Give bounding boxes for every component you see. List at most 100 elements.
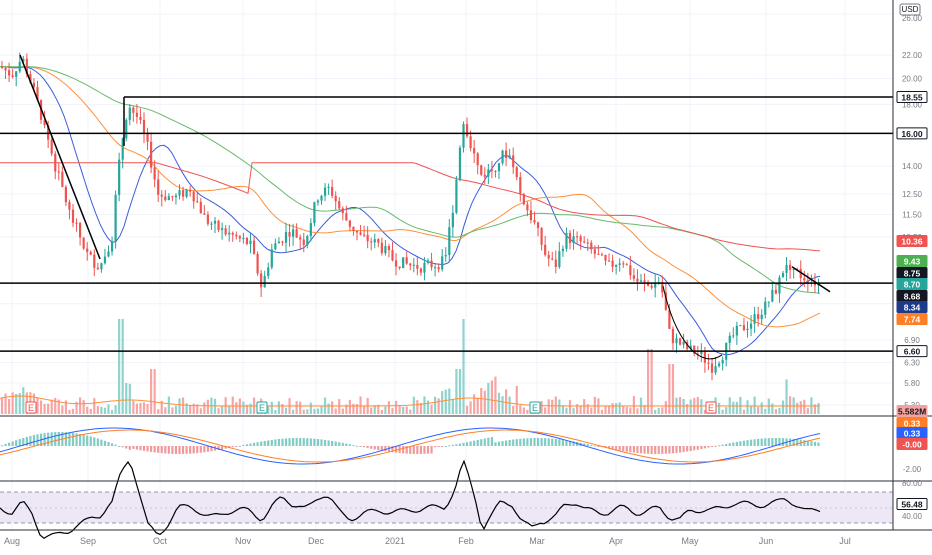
time-tick-label: Dec (308, 536, 325, 546)
volume-bar (50, 399, 53, 414)
macd-histogram-bar (718, 445, 721, 447)
volume-bar (664, 401, 667, 414)
macd-histogram-bar (299, 438, 302, 446)
macd-histogram-bar (0, 445, 4, 447)
volume-bar (235, 402, 238, 414)
horizontal-levels[interactable] (0, 96, 893, 352)
macd-histogram-bar (295, 438, 298, 446)
earnings-marker-label: E (708, 403, 714, 413)
candle-body (355, 230, 359, 233)
volume-bar (796, 402, 799, 414)
volume-bar (274, 409, 277, 414)
candle-body (391, 250, 394, 261)
macd-histogram-bar (68, 432, 71, 446)
volume-bar (174, 405, 178, 414)
candle-body (75, 222, 78, 224)
candle-body (235, 234, 238, 237)
macd-histogram-bar (394, 446, 398, 453)
trend-lines[interactable] (19, 54, 831, 360)
volume-bar (160, 400, 163, 414)
candle-body (764, 301, 767, 315)
macd-histogram-bar (732, 442, 735, 446)
candlesticks[interactable] (0, 52, 820, 381)
volume-bar (764, 408, 767, 414)
macd-histogram-bar (426, 446, 430, 454)
volume-bar (551, 399, 554, 414)
candle-body (228, 232, 231, 235)
macd-histogram-bar (661, 446, 664, 454)
volume-bar (558, 399, 561, 414)
candle-body (572, 236, 575, 243)
volume-bar (657, 407, 660, 414)
volume-bar (114, 405, 117, 414)
macd-histogram-bar (654, 446, 657, 454)
volume-bar (277, 401, 280, 414)
candle-body (398, 266, 401, 269)
volume-bar (125, 382, 128, 414)
price-tick-label: 6.30 (904, 359, 920, 368)
price-badge: 18.55 (896, 91, 928, 104)
macd-histogram-bar (558, 439, 561, 446)
grid-lines (0, 0, 893, 530)
candle-body (789, 264, 792, 270)
macd-histogram-bar (508, 440, 511, 446)
macd-histogram-bar (15, 440, 18, 446)
volume-bar (476, 397, 479, 414)
volume-bar (654, 409, 657, 414)
candle-body (295, 229, 298, 238)
volume-bar (757, 406, 760, 414)
volume-bar (483, 390, 486, 414)
volume-bar (696, 396, 699, 414)
macd-histogram-bar (789, 438, 792, 446)
price-badge: -0.00 (896, 438, 928, 450)
macd-histogram-bar (483, 438, 486, 446)
earnings-marker: E (705, 401, 717, 414)
candle-body (771, 289, 774, 302)
macd-histogram-bar (338, 442, 341, 446)
volume-bar (480, 387, 483, 414)
volume-bar (0, 397, 4, 414)
candle-body (579, 236, 582, 242)
time-tick-label: Feb (458, 536, 474, 546)
candle-body (781, 272, 785, 278)
volume-bar (245, 404, 249, 414)
macd-histogram-bar (615, 446, 618, 450)
volume-bar (181, 397, 185, 414)
volume-bar (650, 349, 653, 414)
macd-histogram-bar (792, 438, 795, 446)
candle-body (689, 345, 692, 349)
pane-separators[interactable] (0, 0, 932, 531)
volume-bar (611, 403, 614, 414)
macd-histogram-bar (625, 446, 628, 452)
price-badge-box (896, 345, 928, 358)
candle-body (703, 351, 706, 363)
volume-bar (416, 400, 419, 414)
volume-bar (615, 403, 618, 414)
candle-body (118, 159, 121, 195)
volume-bar (178, 398, 181, 414)
volume-bar (320, 405, 323, 414)
volume-bar (313, 408, 316, 414)
macd-histogram-bar (643, 446, 646, 454)
candle-body (583, 241, 586, 243)
volume-bar (490, 380, 493, 414)
macd-histogram-bar (128, 446, 131, 450)
volume-bar (544, 407, 547, 414)
volume-bar (622, 406, 625, 414)
macd-histogram-bar (89, 436, 92, 446)
time-axis[interactable]: Aug Sep Oct Nov Dec 2021 Feb Mar Apr May Jun Jul (4, 536, 851, 546)
volume-bar (402, 406, 405, 414)
macd-histogram-bar (817, 442, 820, 446)
macd-histogram-bar (323, 439, 327, 446)
candle-body (345, 213, 348, 221)
candle-body (760, 314, 763, 320)
macd-line (0, 427, 821, 465)
macd-histogram-bar (132, 446, 135, 449)
earnings-marker-label: E (259, 403, 265, 413)
macd-histogram-bar (572, 441, 575, 446)
volume-bar (817, 402, 820, 414)
